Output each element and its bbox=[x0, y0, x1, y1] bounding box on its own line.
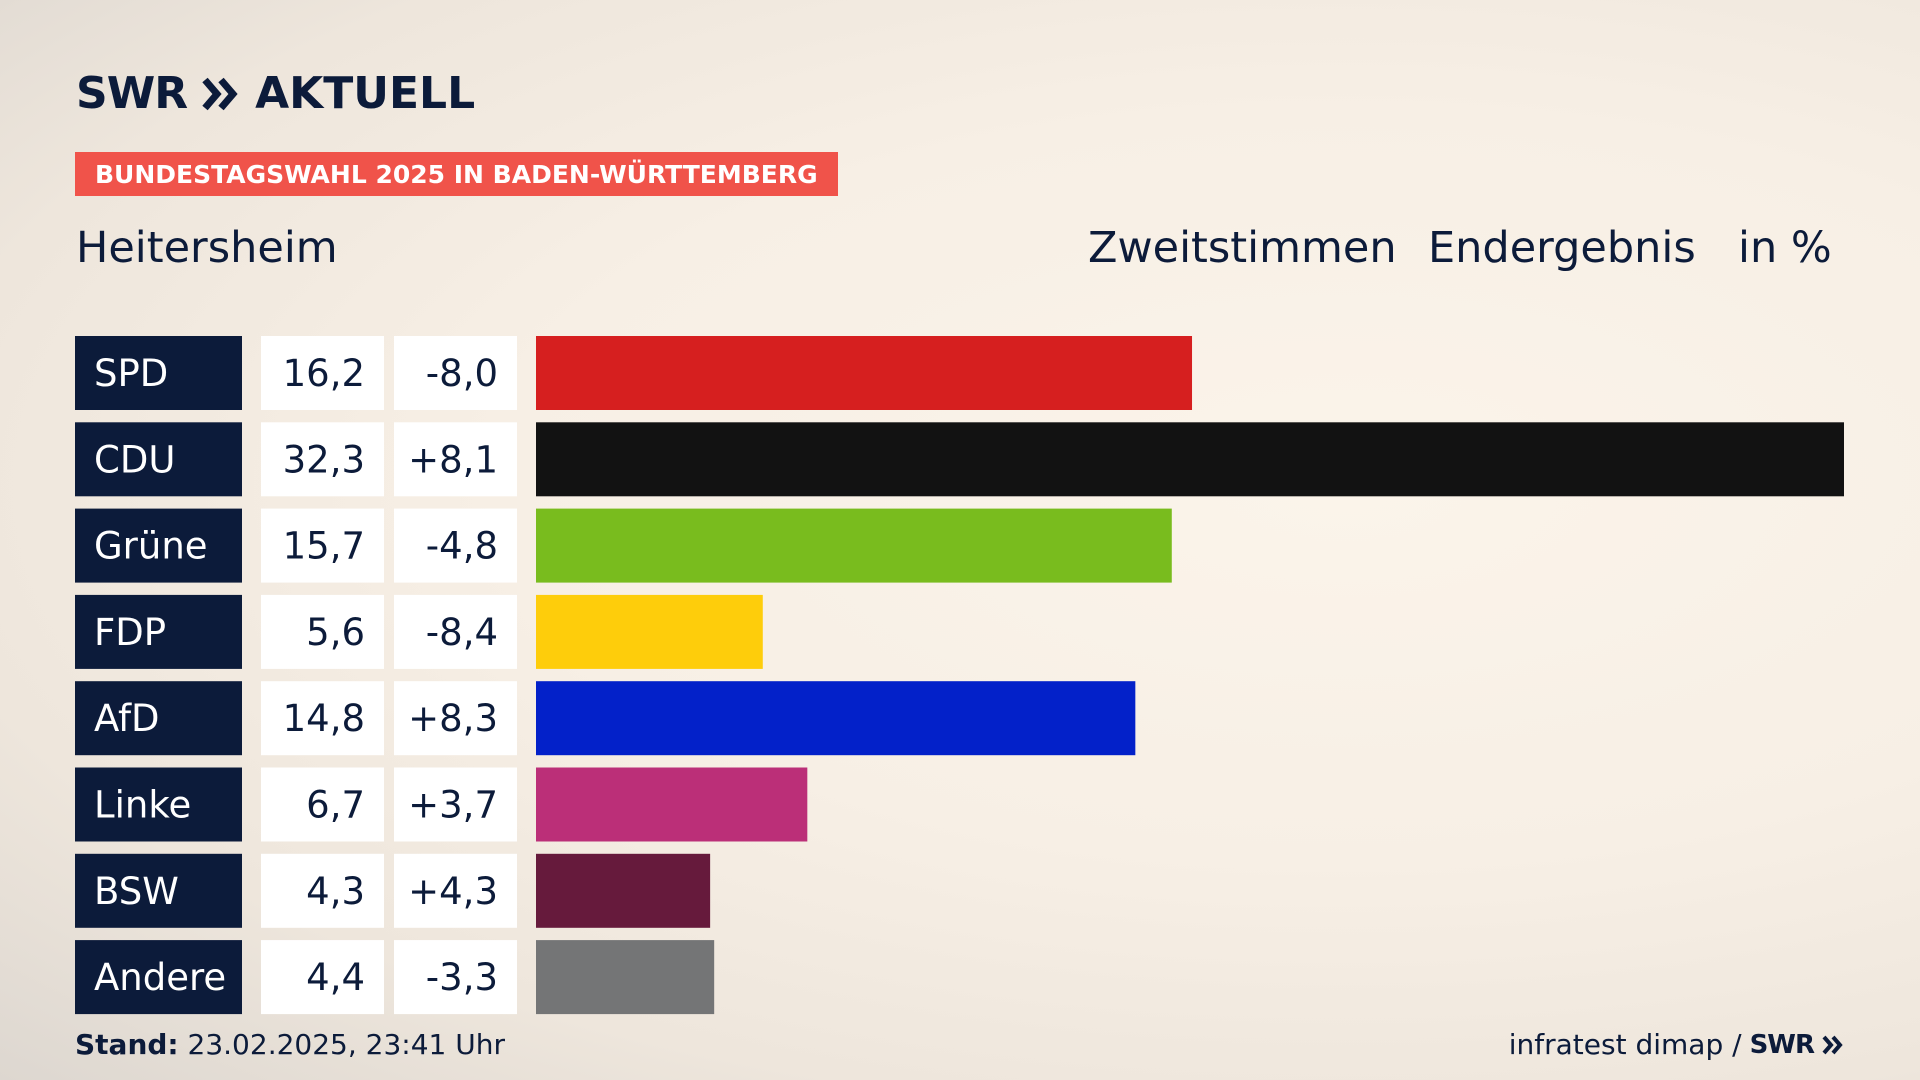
party-label: CDU bbox=[94, 438, 175, 481]
value-box bbox=[261, 853, 384, 928]
stand-value: 23.02.2025, 23:41 Uhr bbox=[187, 1028, 505, 1061]
value-label: 15,7 bbox=[283, 525, 365, 568]
timestamp: Stand: 23.02.2025, 23:41 Uhr bbox=[75, 1028, 505, 1061]
value-box bbox=[261, 508, 384, 583]
party-label-box bbox=[75, 336, 242, 410]
party-label-box bbox=[75, 681, 242, 756]
bar-andere bbox=[536, 940, 715, 1015]
value-box bbox=[261, 767, 384, 842]
value-label: 32,3 bbox=[283, 438, 365, 481]
change-label: -8,4 bbox=[426, 611, 498, 654]
location-title: Heitersheim bbox=[76, 223, 338, 273]
change-box bbox=[394, 422, 517, 497]
logo-aktuell-text: AKTUELL bbox=[255, 68, 476, 119]
stand-label: Stand: bbox=[75, 1028, 179, 1061]
double-chevron-icon bbox=[202, 77, 238, 110]
change-label: -3,3 bbox=[426, 956, 498, 999]
party-label-box bbox=[75, 594, 242, 669]
bar-afd bbox=[536, 681, 1136, 756]
party-label: SPD bbox=[94, 352, 168, 395]
change-box bbox=[394, 508, 517, 583]
change-box bbox=[394, 336, 517, 410]
party-label: AfD bbox=[94, 697, 160, 740]
party-label-box bbox=[75, 853, 242, 928]
value-box bbox=[261, 422, 384, 497]
party-label-box bbox=[75, 940, 242, 1015]
value-label: 16,2 bbox=[283, 352, 365, 395]
change-label: +3,7 bbox=[408, 784, 498, 827]
value-box bbox=[261, 940, 384, 1015]
value-label: 4,3 bbox=[306, 870, 365, 913]
party-label-box bbox=[75, 422, 242, 497]
source-brand: SWR bbox=[1749, 1029, 1815, 1060]
unit-label: in % bbox=[1738, 223, 1832, 273]
double-chevron-small-icon bbox=[1822, 1035, 1843, 1054]
party-label: Grüne bbox=[94, 525, 208, 568]
change-label: -8,0 bbox=[426, 352, 498, 395]
source-text: infratest dimap / bbox=[1508, 1028, 1742, 1061]
source-credit: infratest dimap / SWR bbox=[1509, 1028, 1844, 1061]
election-banner: BUNDESTAGSWAHL 2025 IN BADEN-WÜRTTEMBERG bbox=[75, 152, 838, 196]
bar-bsw bbox=[536, 853, 711, 928]
bar-cdu bbox=[536, 422, 1844, 497]
change-label: +8,3 bbox=[408, 697, 498, 740]
party-label: FDP bbox=[94, 611, 166, 654]
result-type-label: Endergebnis bbox=[1428, 223, 1696, 273]
change-box bbox=[394, 940, 517, 1015]
bar-spd bbox=[536, 336, 1193, 410]
logo-swr-text: SWR bbox=[76, 68, 188, 119]
value-box bbox=[261, 681, 384, 756]
party-label-box bbox=[75, 767, 242, 842]
party-label: Andere bbox=[94, 956, 226, 999]
change-label: -4,8 bbox=[426, 525, 498, 568]
swr-aktuell-logo: SWR AKTUELL bbox=[76, 68, 475, 119]
change-box bbox=[394, 681, 517, 756]
value-label: 5,6 bbox=[306, 611, 365, 654]
change-label: +8,1 bbox=[408, 438, 498, 481]
value-box bbox=[261, 336, 384, 410]
vote-type-label: Zweitstimmen bbox=[1088, 223, 1397, 273]
value-box bbox=[261, 594, 384, 669]
change-box bbox=[394, 767, 517, 842]
change-box bbox=[394, 853, 517, 928]
bar-grne bbox=[536, 508, 1172, 583]
bar-fdp bbox=[536, 594, 763, 669]
value-label: 6,7 bbox=[306, 784, 365, 827]
party-label: BSW bbox=[94, 870, 179, 913]
value-label: 14,8 bbox=[283, 697, 365, 740]
change-label: +4,3 bbox=[408, 870, 498, 913]
change-box bbox=[394, 594, 517, 669]
value-label: 4,4 bbox=[306, 956, 365, 999]
bar-linke bbox=[536, 767, 808, 842]
party-label-box bbox=[75, 508, 242, 583]
party-label: Linke bbox=[94, 784, 191, 827]
